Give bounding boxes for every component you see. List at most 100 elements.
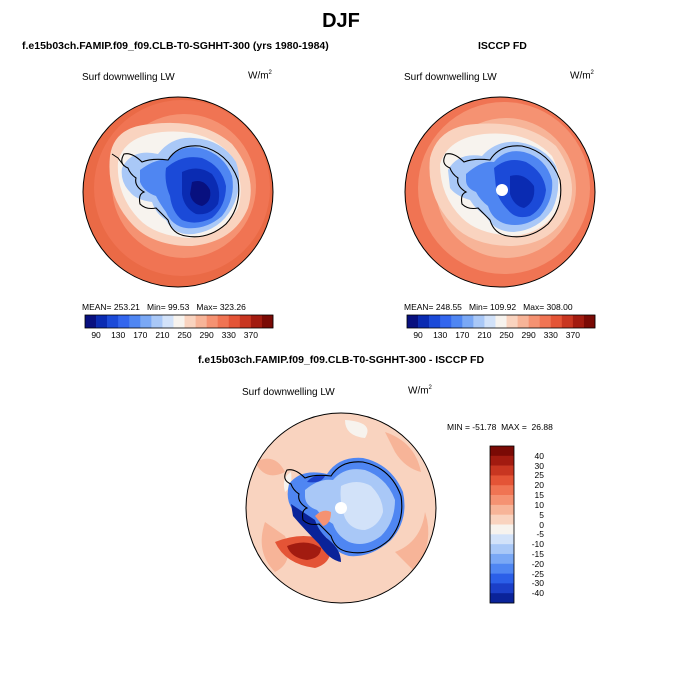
panel2-colorbar-tick-label: 170 bbox=[455, 330, 470, 340]
panel1-colorbar-labels: 90 130 170 210 250 290 330 370 bbox=[85, 330, 273, 342]
panel2-colorbar-swatch bbox=[418, 315, 430, 328]
panel1-colorbar-swatch bbox=[250, 315, 263, 328]
panel3-colorbar-tick-label: 5 bbox=[539, 509, 544, 520]
panel2-colorbar-tick-label: 330 bbox=[543, 330, 558, 340]
panel1-colorbar-tick-label: 250 bbox=[177, 330, 192, 340]
panel1-colorbar-swatch bbox=[140, 315, 152, 328]
panel3-colorbar-swatch bbox=[490, 485, 514, 496]
panel1-colorbar-swatch bbox=[239, 315, 252, 328]
panel1-variable-label: Surf downwelling LW bbox=[82, 72, 175, 83]
panel3-colorbar-swatch bbox=[490, 475, 514, 486]
panel2-colorbar-tick-label: 90 bbox=[413, 330, 423, 340]
panel3-colorbar-tick-label: 0 bbox=[539, 519, 544, 530]
panel2-colorbar-swatch bbox=[583, 315, 596, 328]
panel1-colorbar-swatch bbox=[107, 315, 119, 328]
panel2-colorbar-tick-label: 130 bbox=[433, 330, 448, 340]
panel2-colorbar-tick-label: 250 bbox=[499, 330, 514, 340]
panel1-colorbar-swatch bbox=[96, 315, 108, 328]
panel3-colorbar-tick-label: 40 bbox=[534, 450, 544, 461]
panel1-colorbar-tick-label: 330 bbox=[221, 330, 236, 340]
panel3-colorbar-swatch bbox=[490, 455, 514, 466]
panel3-diff-name: f.e15b03ch.FAMIP.f09_f09.CLB-T0-SGHHT-30… bbox=[197, 354, 485, 366]
panel2-colorbar-swatch bbox=[550, 315, 563, 328]
panel2-colorbar-swatch bbox=[506, 315, 518, 328]
panel2-colorbar-swatch bbox=[407, 315, 419, 328]
panel3-colorbar-tick-label: -5 bbox=[536, 529, 544, 540]
panel2-obs-name: ISCCP FD bbox=[478, 40, 527, 52]
panel3-colorbar-tick-label: -20 bbox=[531, 558, 544, 569]
panel3-colorbar-swatch bbox=[490, 504, 514, 515]
panel3-colorbar-swatch bbox=[490, 524, 514, 535]
panel3-colorbar-swatch bbox=[490, 583, 514, 594]
panel3-colorbar-swatch bbox=[490, 446, 514, 457]
panel3-colorbar-tick-label: 15 bbox=[534, 490, 544, 501]
panel1-colorbar-swatch bbox=[217, 315, 230, 328]
panel3-colorbar-swatch bbox=[490, 563, 514, 574]
panel2-colorbar-swatch bbox=[440, 315, 452, 328]
panel1-stats: MEAN= 253.21 Min= 99.53 Max= 323.26 bbox=[82, 302, 246, 312]
panel2-units-label: W/m2 bbox=[570, 70, 594, 82]
panel3-polar-map bbox=[245, 412, 437, 604]
panel1-colorbar-tick-label: 130 bbox=[111, 330, 126, 340]
panel1-colorbar-swatch bbox=[206, 315, 219, 328]
panel1-colorbar-tick-label: 370 bbox=[243, 330, 258, 340]
panel3-units-label: W/m2 bbox=[408, 385, 432, 397]
panel1-colorbar-tick-label: 90 bbox=[91, 330, 101, 340]
panel3-colorbar-swatch bbox=[490, 495, 514, 506]
panel1-colorbar-swatch bbox=[195, 315, 207, 328]
panel2-colorbar-swatch bbox=[539, 315, 552, 328]
panel2-colorbar-swatch bbox=[572, 315, 585, 328]
panel1-colorbar-swatch bbox=[162, 315, 174, 328]
panel3-colorbar-swatch bbox=[490, 544, 514, 555]
panel1-colorbar-swatch bbox=[85, 315, 97, 328]
panel2-colorbar-swatch bbox=[451, 315, 463, 328]
panel3-colorbar-tick-label: -10 bbox=[531, 539, 544, 550]
panel1-colorbar-swatch bbox=[118, 315, 130, 328]
panel1-colorbar-swatch bbox=[228, 315, 241, 328]
panel3-variable-label: Surf downwelling LW bbox=[242, 387, 335, 398]
panel2-colorbar-tick-label: 370 bbox=[565, 330, 580, 340]
panel3-colorbar-tick-label: -15 bbox=[531, 548, 544, 559]
panel3-colorbar-swatch bbox=[490, 553, 514, 565]
panel2-colorbar-swatch bbox=[561, 315, 574, 328]
panel3-colorbar-tick-label: -25 bbox=[531, 568, 544, 579]
panel3-colorbar-tick-label: -40 bbox=[531, 588, 544, 599]
panel2-colorbar-swatch bbox=[429, 315, 441, 328]
panel1-colorbar-tick-label: 290 bbox=[199, 330, 214, 340]
panel2-colorbar-swatch bbox=[473, 315, 485, 328]
panel2-colorbar-swatch bbox=[528, 315, 541, 328]
panel3-minmax: MIN = -51.78 MAX = 26.88 bbox=[447, 422, 553, 432]
panel3-colorbar-labels: 40 30 25 20 15 10 5 0 -5 -10 -15 -20 -25 -30 -40 bbox=[518, 446, 558, 606]
panel2-stats: MEAN= 248.55 Min= 109.92 Max= 308.00 bbox=[404, 302, 573, 312]
panel2-colorbar-swatch bbox=[495, 315, 507, 328]
panel1-colorbar-swatch bbox=[173, 315, 185, 328]
panel3-colorbar-tick-label: 30 bbox=[534, 460, 544, 471]
panel3-colorbar-tick-label: 25 bbox=[534, 470, 544, 481]
panel2-colorbar-tick-label: 290 bbox=[521, 330, 536, 340]
panel2-variable-label: Surf downwelling LW bbox=[404, 72, 497, 83]
panel1-colorbar-swatch bbox=[184, 315, 196, 328]
panel3-colorbar-tick-label: 20 bbox=[534, 480, 544, 491]
panel3-colorbar-swatch bbox=[490, 573, 514, 584]
panel3-colorbar-swatch bbox=[490, 593, 514, 604]
panel1-colorbar-swatch bbox=[129, 315, 141, 328]
panel3-colorbar-tick-label: 10 bbox=[534, 499, 544, 510]
panel1-colorbar-swatch bbox=[151, 315, 163, 328]
panel3-colorbar-swatch bbox=[490, 465, 514, 476]
panel2-colorbar-labels: 90 130 170 210 250 290 330 370 bbox=[407, 330, 595, 342]
panel2-colorbar bbox=[406, 314, 596, 329]
panel2-colorbar-swatch bbox=[484, 315, 496, 328]
panel3-colorbar bbox=[489, 445, 515, 604]
panel2-polar-map bbox=[404, 96, 596, 288]
figure-title: DJF bbox=[322, 10, 360, 32]
panel1-units-label: W/m2 bbox=[248, 70, 272, 82]
panel2-colorbar-swatch bbox=[462, 315, 474, 328]
panel1-colorbar-tick-label: 170 bbox=[133, 330, 148, 340]
panel2-colorbar-swatch bbox=[517, 315, 529, 328]
panel3-colorbar-tick-label: -30 bbox=[531, 578, 544, 589]
panel3-colorbar-swatch bbox=[490, 514, 514, 525]
panel1-colorbar-swatch bbox=[261, 315, 274, 328]
panel2-colorbar-tick-label: 210 bbox=[477, 330, 492, 340]
panel1-colorbar bbox=[84, 314, 274, 329]
panel1-case-name: f.e15b03ch.FAMIP.f09_f09.CLB-T0-SGHHT-30… bbox=[22, 40, 329, 52]
